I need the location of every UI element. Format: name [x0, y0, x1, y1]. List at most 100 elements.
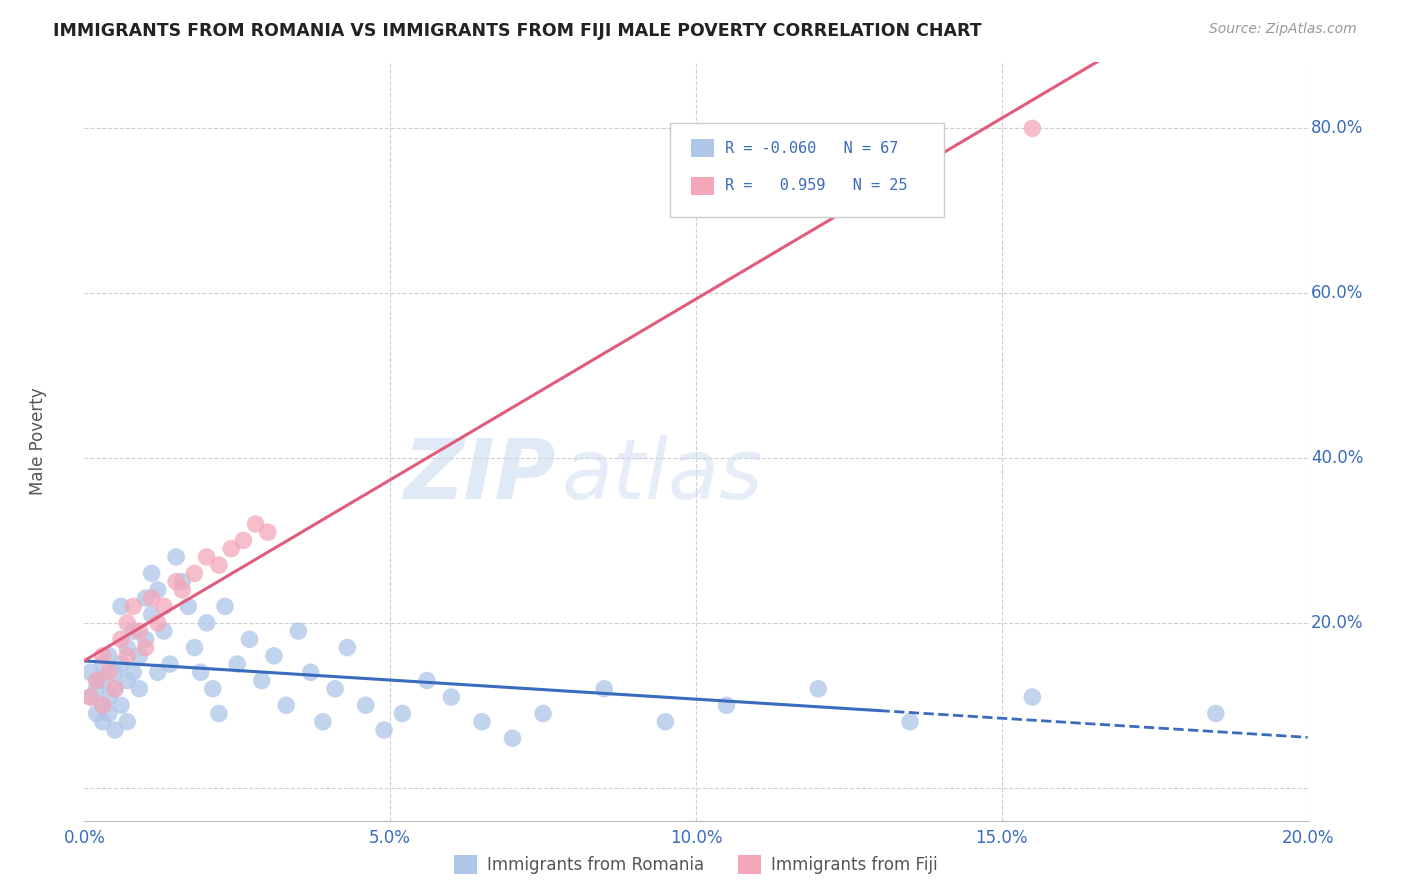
- Point: [654, 714, 676, 729]
- Point: [122, 665, 145, 680]
- Point: [115, 640, 138, 655]
- Point: [195, 615, 218, 630]
- Point: [373, 723, 395, 737]
- Point: [86, 681, 108, 696]
- Point: [104, 665, 127, 680]
- Point: [208, 706, 231, 721]
- Point: [219, 541, 242, 556]
- Point: [208, 558, 231, 573]
- Point: [115, 714, 138, 729]
- Point: [128, 624, 150, 639]
- Point: [153, 624, 176, 639]
- Point: [416, 673, 439, 688]
- Text: 80.0%: 80.0%: [1312, 120, 1364, 137]
- Point: [91, 698, 114, 713]
- Text: Male Poverty: Male Poverty: [30, 388, 46, 495]
- Point: [91, 657, 114, 671]
- Text: IMMIGRANTS FROM ROMANIA VS IMMIGRANTS FROM FIJI MALE POVERTY CORRELATION CHART: IMMIGRANTS FROM ROMANIA VS IMMIGRANTS FR…: [53, 22, 981, 40]
- Point: [226, 657, 249, 671]
- Point: [250, 673, 273, 688]
- Point: [153, 599, 176, 614]
- Point: [141, 566, 163, 581]
- Point: [201, 681, 224, 696]
- Point: [91, 648, 114, 663]
- Point: [190, 665, 212, 680]
- Point: [287, 624, 309, 639]
- Point: [593, 681, 616, 696]
- Point: [86, 673, 108, 688]
- Point: [1021, 121, 1043, 136]
- Point: [91, 673, 114, 688]
- Point: [91, 698, 114, 713]
- Point: [165, 549, 187, 564]
- Point: [128, 648, 150, 663]
- Point: [122, 624, 145, 639]
- Point: [214, 599, 236, 614]
- Point: [172, 574, 194, 589]
- Point: [104, 723, 127, 737]
- Point: [716, 698, 738, 713]
- Text: Source: ZipAtlas.com: Source: ZipAtlas.com: [1209, 22, 1357, 37]
- Point: [110, 657, 132, 671]
- Point: [471, 714, 494, 729]
- Text: ZIP: ZIP: [402, 435, 555, 516]
- Point: [91, 714, 114, 729]
- Point: [135, 591, 157, 606]
- Point: [86, 706, 108, 721]
- Point: [141, 607, 163, 622]
- Point: [276, 698, 298, 713]
- Point: [898, 714, 921, 729]
- Point: [183, 640, 205, 655]
- Point: [97, 706, 120, 721]
- Point: [110, 698, 132, 713]
- Point: [104, 681, 127, 696]
- Point: [159, 657, 181, 671]
- Point: [97, 648, 120, 663]
- Point: [115, 673, 138, 688]
- Point: [1021, 690, 1043, 704]
- Legend: Immigrants from Romania, Immigrants from Fiji: Immigrants from Romania, Immigrants from…: [447, 848, 945, 880]
- Point: [79, 665, 101, 680]
- Point: [86, 673, 108, 688]
- Point: [110, 599, 132, 614]
- Point: [146, 615, 169, 630]
- Text: R = -0.060   N = 67: R = -0.060 N = 67: [725, 141, 898, 156]
- Point: [177, 599, 200, 614]
- Point: [391, 706, 413, 721]
- Point: [135, 632, 157, 647]
- Point: [531, 706, 554, 721]
- Point: [440, 690, 463, 704]
- Point: [146, 582, 169, 597]
- Point: [141, 591, 163, 606]
- Point: [257, 525, 280, 540]
- Point: [79, 690, 101, 704]
- Point: [807, 681, 830, 696]
- Point: [128, 681, 150, 696]
- Point: [104, 681, 127, 696]
- Point: [1205, 706, 1227, 721]
- Point: [323, 681, 346, 696]
- Text: 40.0%: 40.0%: [1312, 449, 1364, 467]
- Point: [146, 665, 169, 680]
- Point: [263, 648, 285, 663]
- Point: [232, 533, 254, 548]
- Point: [122, 599, 145, 614]
- Text: atlas: atlas: [561, 435, 763, 516]
- Point: [165, 574, 187, 589]
- Text: 60.0%: 60.0%: [1312, 285, 1364, 302]
- Point: [115, 615, 138, 630]
- Point: [354, 698, 377, 713]
- Point: [97, 665, 120, 680]
- Point: [312, 714, 335, 729]
- Point: [183, 566, 205, 581]
- Point: [238, 632, 260, 647]
- Point: [115, 648, 138, 663]
- Text: R =   0.959   N = 25: R = 0.959 N = 25: [725, 178, 907, 194]
- Point: [79, 690, 101, 704]
- Point: [195, 549, 218, 564]
- Point: [502, 731, 524, 746]
- Point: [336, 640, 359, 655]
- Point: [299, 665, 322, 680]
- Point: [97, 690, 120, 704]
- Point: [110, 632, 132, 647]
